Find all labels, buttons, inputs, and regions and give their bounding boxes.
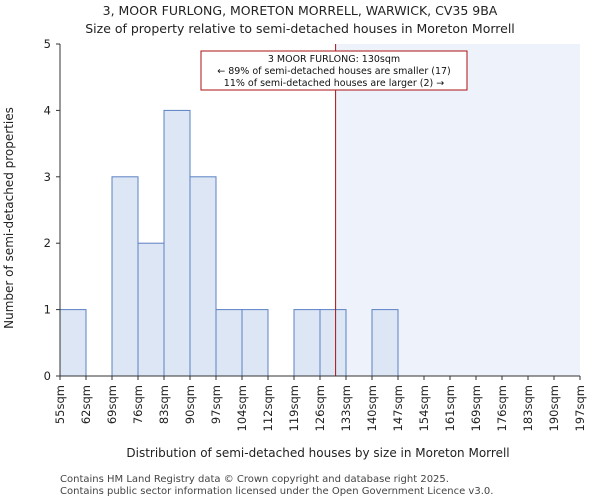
x-tick-label-154sqm: 154sqm [417,385,431,431]
y-tick-label-3: 3 [44,170,51,184]
x-axis-label: Distribution of semi-detached houses by … [126,446,509,460]
bar-55sqm [59,309,87,377]
x-tick-label-147sqm: 147sqm [391,385,405,431]
x-tick-label-161sqm: 161sqm [443,385,457,431]
annotation-line-1: 3 MOOR FURLONG: 130sqm [268,54,400,65]
x-tick-label-104sqm: 104sqm [235,385,249,431]
y-axis-label: Number of semi-detached properties [2,107,16,329]
bar-97sqm [215,309,243,377]
x-tick-label-119sqm: 119sqm [287,385,301,431]
bar-69sqm [111,176,139,377]
x-tick-label-176sqm: 176sqm [495,385,509,431]
y-tick-label-2: 2 [44,236,51,250]
x-tick-label-69sqm: 69sqm [105,385,119,424]
footer-line-1: Contains HM Land Registry data © Crown c… [60,474,449,485]
y-tick-label-4: 4 [44,103,51,117]
bar-83sqm [163,109,191,377]
y-ticks: 0 1 2 3 4 5 [44,37,60,383]
y-tick-label-1: 1 [44,303,51,317]
x-tick-label-97sqm: 97sqm [209,385,223,424]
x-tick-label-83sqm: 83sqm [157,385,171,424]
bar-140sqm [371,309,399,377]
chart-title: 3, MOOR FURLONG, MORETON MORRELL, WARWIC… [103,3,498,18]
x-ticks: 55sqm 62sqm 69sqm 76sqm 83sqm 90sqm 97sqm 104sq… [53,376,587,431]
bar-126sqm [319,309,347,377]
annotation-line-2: ← 89% of semi-detached houses are smalle… [217,66,451,77]
chart-subtitle: Size of property relative to semi-detach… [85,21,515,36]
bar-104sqm [241,309,269,377]
x-tick-label-183sqm: 183sqm [521,385,535,431]
annotation-line-3: 11% of semi-detached houses are larger (… [224,78,444,89]
bars [59,109,399,377]
x-tick-label-197sqm: 197sqm [573,385,587,431]
x-tick-label-62sqm: 62sqm [79,385,93,424]
x-tick-label-90sqm: 90sqm [183,385,197,424]
x-tick-label-190sqm: 190sqm [547,385,561,431]
x-tick-label-55sqm: 55sqm [53,385,67,424]
bar-119sqm [293,309,321,377]
y-tick-label-5: 5 [44,37,51,51]
x-tick-label-126sqm: 126sqm [313,385,327,431]
x-tick-label-133sqm: 133sqm [339,385,353,431]
y-tick-label-0: 0 [44,369,51,383]
footer-line-2: Contains public sector information licen… [60,486,493,497]
x-tick-label-169sqm: 169sqm [469,385,483,431]
x-tick-label-76sqm: 76sqm [131,385,145,424]
x-tick-label-112sqm: 112sqm [261,385,275,431]
x-tick-label-140sqm: 140sqm [365,385,379,431]
annotation-frame [200,50,468,91]
annotation-box: 3 MOOR FURLONG: 130sqm ← 89% of semi-det… [200,50,468,91]
bar-90sqm [189,176,217,377]
bar-76sqm [137,242,165,377]
